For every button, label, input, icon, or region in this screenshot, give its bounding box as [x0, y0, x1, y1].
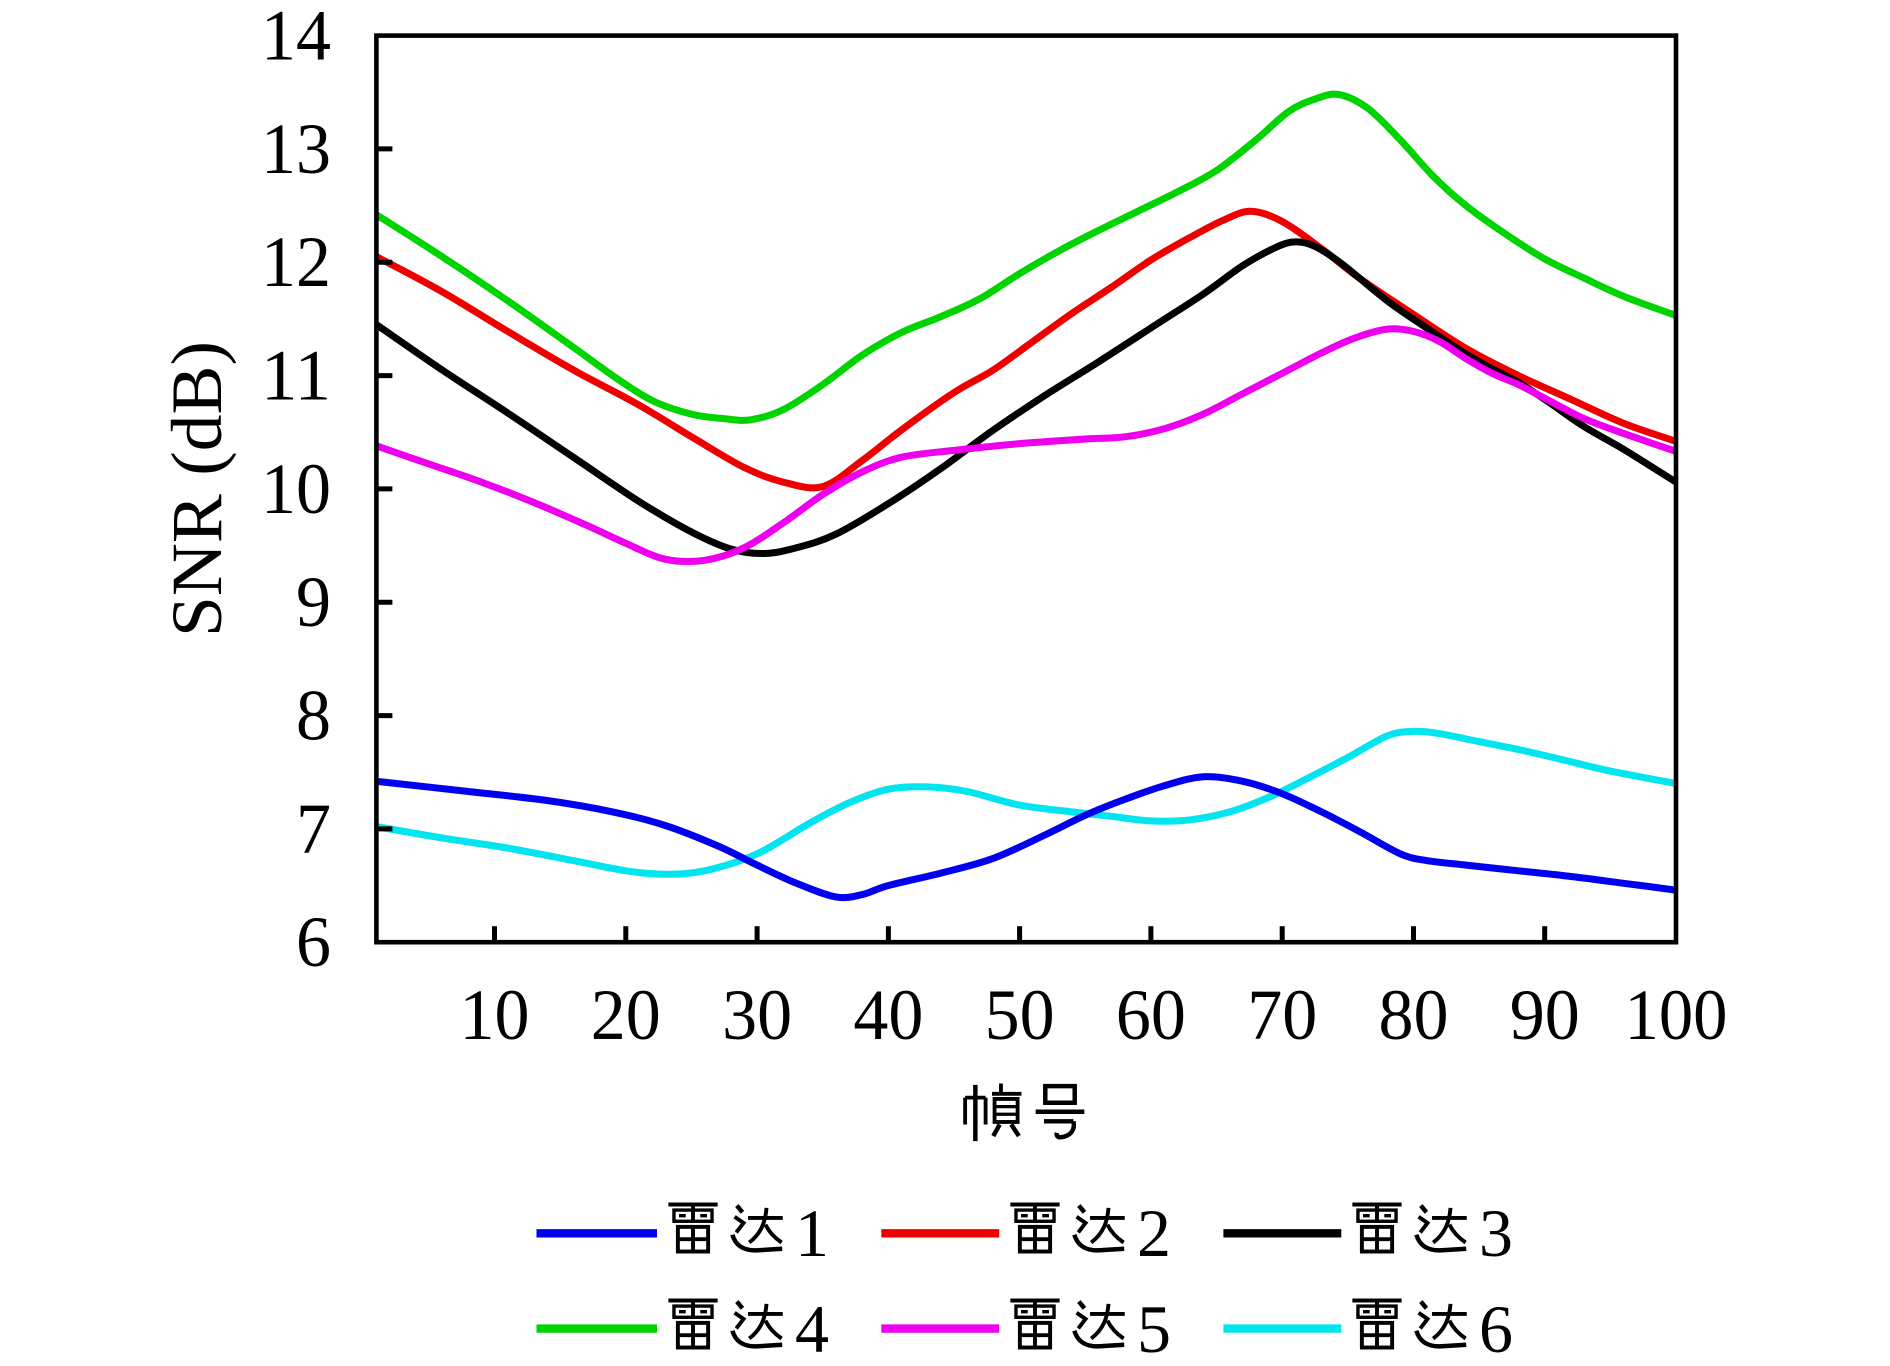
svg-text:40: 40: [853, 975, 923, 1055]
svg-text:1: 1: [795, 1195, 829, 1271]
svg-text:90: 90: [1510, 975, 1580, 1055]
svg-text:11: 11: [261, 336, 331, 416]
svg-text:3: 3: [1479, 1195, 1513, 1271]
svg-text:2: 2: [1137, 1195, 1171, 1271]
svg-text:13: 13: [261, 109, 331, 189]
svg-text:4: 4: [795, 1291, 829, 1366]
svg-text:6: 6: [1479, 1291, 1513, 1366]
svg-text:100: 100: [1625, 975, 1728, 1055]
svg-text:5: 5: [1137, 1291, 1171, 1366]
svg-text:8: 8: [296, 676, 331, 756]
svg-text:20: 20: [591, 975, 661, 1055]
svg-text:6: 6: [296, 902, 331, 982]
svg-text:SNR (dB): SNR (dB): [157, 341, 237, 637]
svg-text:9: 9: [296, 562, 331, 642]
svg-text:10: 10: [460, 975, 530, 1055]
svg-text:14: 14: [261, 0, 331, 76]
svg-text:7: 7: [296, 789, 331, 869]
svg-text:12: 12: [261, 222, 331, 302]
svg-text:50: 50: [985, 975, 1055, 1055]
svg-text:10: 10: [261, 449, 331, 529]
svg-text:80: 80: [1379, 975, 1449, 1055]
svg-text:30: 30: [722, 975, 792, 1055]
svg-text:70: 70: [1247, 975, 1317, 1055]
svg-text:60: 60: [1116, 975, 1186, 1055]
